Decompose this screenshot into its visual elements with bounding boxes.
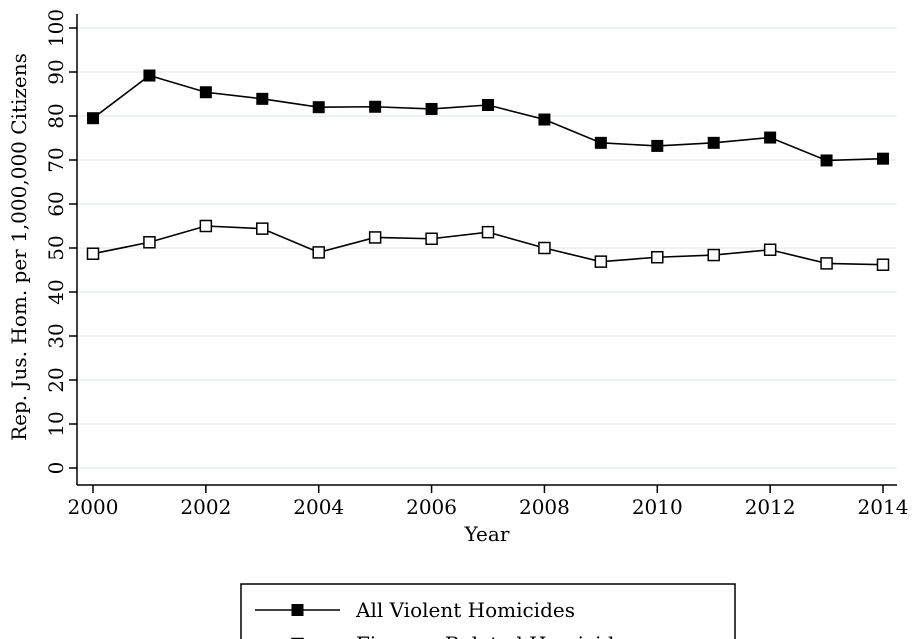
hollow-square-marker xyxy=(763,243,777,257)
filled-square-marker xyxy=(369,100,382,113)
filled-square-marker xyxy=(312,101,325,114)
x-tick-label: 2000 xyxy=(68,495,119,519)
hollow-square-marker xyxy=(481,225,495,239)
x-tick-label: 2010 xyxy=(632,495,683,519)
y-tick-label: 0 xyxy=(44,462,68,475)
hollow-square-marker xyxy=(820,257,833,270)
filled-square-marker xyxy=(87,112,99,125)
y-tick-label: 90 xyxy=(44,59,68,84)
hollow-square-marker xyxy=(368,231,382,244)
y-tick-label: 30 xyxy=(44,323,68,348)
x-tick-label: 2014 xyxy=(858,495,909,519)
hollow-square-marker xyxy=(876,258,890,271)
y-axis-ticks: 0 10 20 30 40 50 60 70 80 90 100 xyxy=(44,9,77,474)
series-layer xyxy=(86,69,890,271)
filled-square-marker xyxy=(707,136,720,149)
legend-label: Firearm-Related Homicide xyxy=(356,632,626,639)
filled-square-marker xyxy=(538,113,551,126)
filled-square-marker xyxy=(764,131,777,144)
filled-square-marker xyxy=(143,69,156,82)
hollow-square-marker xyxy=(538,241,551,255)
hollow-square-marker xyxy=(199,219,213,233)
legend-filled-square-icon xyxy=(291,604,304,616)
y-axis-title: Rep. Jus. Hom. per 1,000,000 Citizens xyxy=(7,53,31,441)
legend-label: All Violent Homicides xyxy=(355,598,575,622)
hollow-square-marker xyxy=(312,246,325,259)
filled-square-marker xyxy=(425,102,438,115)
y-tick-label: 20 xyxy=(44,367,68,392)
x-tick-label: 2008 xyxy=(519,495,570,519)
x-axis-ticks: 2000 2002 2004 2006 2008 2010 2012 2014 xyxy=(68,485,909,519)
x-tick-label: 2006 xyxy=(406,495,457,519)
y-tick-label: 60 xyxy=(44,191,68,216)
legend: All Violent Homicides Firearm-Related Hom… xyxy=(240,583,736,639)
hollow-square-marker xyxy=(594,255,608,268)
y-tick-label: 40 xyxy=(44,279,68,304)
hollow-square-marker xyxy=(425,232,438,246)
y-tick-label: 50 xyxy=(44,235,68,260)
hollow-square-marker xyxy=(707,248,720,262)
filled-square-marker xyxy=(820,154,833,167)
x-tick-label: 2012 xyxy=(745,495,796,519)
filled-square-marker xyxy=(256,92,269,105)
filled-square-marker xyxy=(594,136,607,149)
y-tick-label: 100 xyxy=(44,9,68,47)
y-tick-label: 80 xyxy=(44,103,68,128)
legend-box xyxy=(240,583,736,639)
x-axis-title: Year xyxy=(464,522,510,546)
filled-square-marker xyxy=(877,152,889,165)
hollow-square-marker xyxy=(256,222,269,235)
filled-square-marker xyxy=(651,139,664,152)
x-tick-label: 2004 xyxy=(293,495,344,519)
hollow-square-marker xyxy=(143,236,156,249)
x-tick-label: 2002 xyxy=(180,495,231,519)
filled-square-marker xyxy=(482,99,494,111)
y-tick-label: 70 xyxy=(44,147,68,172)
hollow-square-marker xyxy=(651,250,664,264)
gridlines xyxy=(77,27,897,469)
y-tick-label: 10 xyxy=(44,411,68,436)
hollow-square-marker xyxy=(86,247,100,260)
filled-square-marker xyxy=(199,86,212,99)
axes xyxy=(76,14,897,486)
